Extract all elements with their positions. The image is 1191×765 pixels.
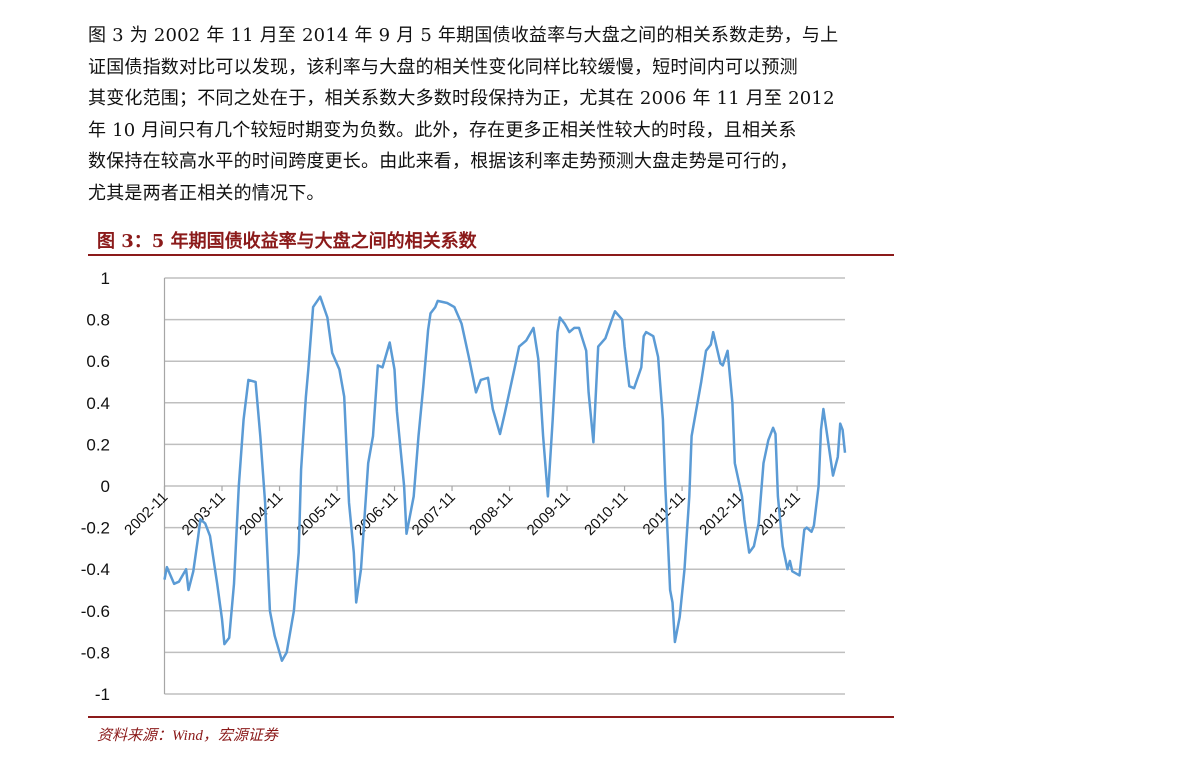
paragraph-line: 尤其是两者正相关的情况下。 [88,182,325,204]
paragraph-line: 证国债指数对比可以发现，该利率与大盘的相关性变化同样比较缓慢，短时间内可以预测 [88,56,798,78]
x-tick-label: 2008-11 [466,489,516,539]
x-axis-ticks: 2002-11 2003-11 2004-11 2005-11 2006-11 2007-… [121,486,804,539]
paragraph-line: 数保持在较高水平的时间跨度更长。由此来看，根据该利率走势预测大盘走势是可行的， [88,151,798,173]
y-tick-label: -0.2 [81,519,110,538]
body-paragraph: 图 3 为 2002 年 11 月至 2014 年 9 月 5 年期国债收益率与… [88,20,898,210]
y-tick-label: 0.6 [86,352,110,371]
x-tick-label: 2004-11 [236,489,286,539]
paragraph-line: 图 3 为 2002 年 11 月至 2014 年 9 月 5 年期国债收益率与… [88,25,839,46]
y-tick-label: -0.8 [81,643,110,662]
paragraph-line: 其变化范围；不同之处在于，相关系数大多数时段保持为正，尤其在 2006 年 11… [88,88,835,110]
figure-bottom-rule [88,716,894,718]
figure-source: 资料来源：Wind，宏源证券 [97,728,278,744]
y-tick-label: 0.2 [86,435,110,454]
series-line [163,295,847,662]
y-tick-label: 1 [101,269,110,288]
y-tick-label: 0.8 [86,311,110,330]
y-tick-label: 0 [101,477,110,496]
y-axis-ticks: 1 0.8 0.6 0.4 0.2 0 -0.2 -0.4 -0.6 -0.8 -1 [81,269,110,704]
x-tick-label: 2012-11 [696,489,746,539]
paragraph-line: 年 10 月间只有几个较短时期变为负数。此外，存在更多正相关性较大的时段，且相关… [88,119,797,141]
gridlines [163,277,845,695]
x-tick-label: 2011-11 [640,489,689,538]
y-tick-label: -0.6 [81,602,110,621]
x-tick-label: 2006-11 [351,489,401,539]
figure-top-rule [88,254,894,256]
x-tick-label: 2007-11 [409,489,459,539]
x-tick-label: 2002-11 [121,489,171,539]
x-tick-label: 2003-11 [179,489,229,539]
y-tick-label: -0.4 [81,560,110,579]
x-tick-label: 2010-11 [581,489,631,539]
y-tick-label: -1 [95,685,110,704]
y-tick-label: 0.4 [86,394,110,413]
figure-title: 图 3：5 年期国债收益率与大盘之间的相关系数 [97,231,477,252]
